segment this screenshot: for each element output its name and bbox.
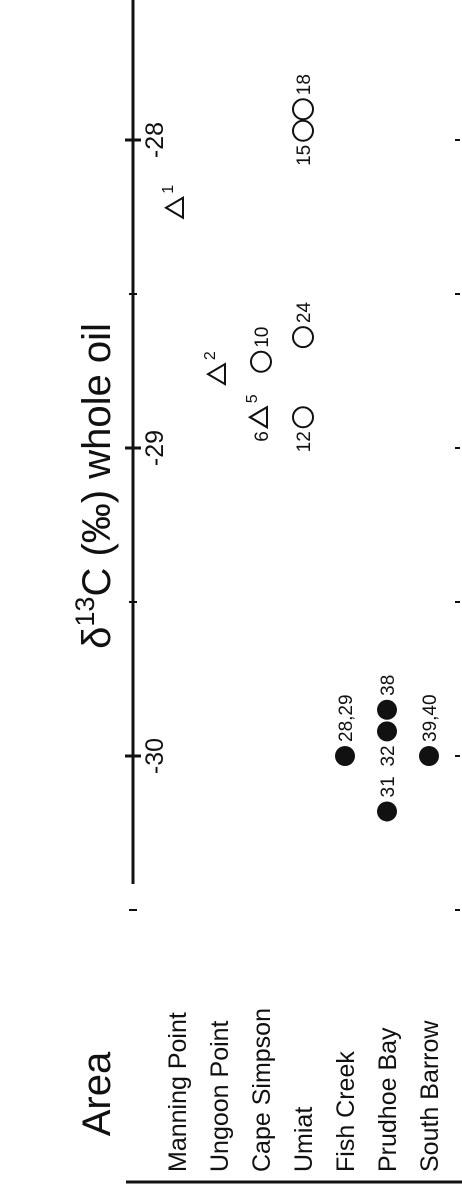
point-5: 12 bbox=[292, 406, 315, 452]
point-label: 12 bbox=[294, 431, 315, 452]
point-marker-open-circle bbox=[250, 350, 272, 373]
x-tick-label-1: -29 bbox=[141, 430, 169, 466]
point-marker-triangle bbox=[164, 196, 184, 220]
point-label: 18 bbox=[294, 74, 315, 95]
point-label: 2 bbox=[202, 351, 219, 360]
point-marker-filled-circle bbox=[335, 746, 355, 766]
point-12: 38 bbox=[377, 675, 399, 720]
point-1: 2 bbox=[202, 351, 226, 386]
point-label: 10 bbox=[252, 327, 273, 348]
x-tick-label-2: -28 bbox=[141, 122, 169, 158]
point-0: 1 bbox=[160, 185, 184, 220]
category-label: Ungoon Point bbox=[206, 1020, 234, 1172]
point-11: 32 bbox=[377, 721, 399, 767]
point-13: 39,40 bbox=[419, 694, 441, 766]
point-label: 5 bbox=[244, 394, 261, 403]
point-marker-triangle bbox=[206, 362, 226, 386]
category-label: Prudhoe Bay bbox=[374, 1027, 402, 1172]
point-label: 6 bbox=[252, 431, 273, 442]
point-marker-filled-circle bbox=[419, 746, 439, 766]
point-label: 1 bbox=[160, 185, 177, 194]
category-axis-title: Area bbox=[75, 1051, 119, 1136]
point-marker-triangle bbox=[248, 405, 268, 429]
point-label: 28,29 bbox=[336, 694, 357, 742]
point-3: 5 bbox=[244, 394, 268, 429]
x-tick-label-0: -30 bbox=[141, 738, 169, 774]
category-label: Fish Creek bbox=[332, 1051, 360, 1172]
point-6: 24 bbox=[292, 302, 315, 349]
point-label: 24 bbox=[294, 302, 315, 324]
category-label: Manning Point bbox=[164, 1012, 192, 1172]
point-marker-open-circle bbox=[292, 119, 314, 142]
point-marker-filled-circle bbox=[377, 699, 397, 720]
point-7: 15 bbox=[292, 119, 315, 166]
point-4: 10 bbox=[250, 327, 273, 373]
point-label: 31 bbox=[378, 776, 399, 797]
point-label: 39,40 bbox=[420, 694, 441, 742]
point-marker-filled-circle bbox=[377, 801, 397, 822]
category-label: Umiat bbox=[290, 1107, 318, 1172]
category-label: Cape Simpson bbox=[248, 1008, 276, 1172]
point-marker-open-circle bbox=[292, 326, 314, 349]
point-label: 15 bbox=[294, 145, 315, 166]
point-marker-open-circle bbox=[292, 98, 314, 121]
chart-title: δ13C (‰) whole oil bbox=[70, 323, 119, 649]
point-marker-filled-circle bbox=[377, 721, 397, 742]
title-prefix: δ bbox=[75, 627, 119, 649]
point-marker-open-circle bbox=[292, 406, 314, 429]
point-label: 38 bbox=[378, 675, 399, 696]
point-8: 18 bbox=[292, 74, 315, 121]
point-label: 32 bbox=[378, 745, 399, 766]
point-marker-triangle bbox=[248, 405, 268, 429]
title-main: C (‰) whole oil bbox=[75, 323, 119, 596]
point-10: 31 bbox=[377, 776, 399, 822]
title-superscript: 13 bbox=[70, 597, 100, 627]
point-9: 28,29 bbox=[335, 694, 357, 766]
category-label: South Barrow bbox=[416, 1020, 444, 1172]
